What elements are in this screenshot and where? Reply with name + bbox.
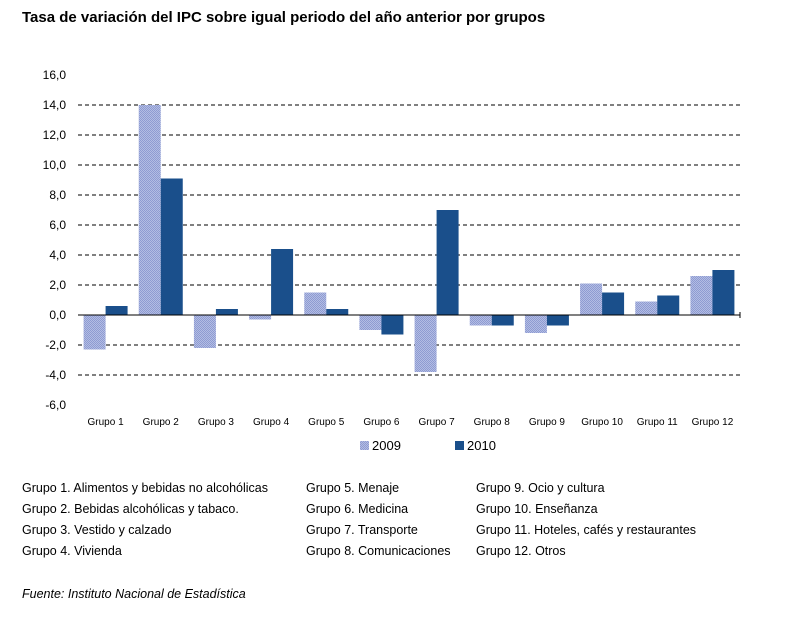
y-tick-label: 10,0 <box>43 158 67 172</box>
bar-2010-6 <box>381 315 404 335</box>
y-tick-label: 6,0 <box>49 218 66 232</box>
x-tick-label: Grupo 8 <box>474 417 511 428</box>
bar-2009-9 <box>524 315 547 333</box>
legend: 2009 2010 <box>360 438 496 453</box>
bar-2009-11 <box>635 301 658 315</box>
notes-column-1: Grupo 1. Alimentos y bebidas no alcohóli… <box>22 478 268 562</box>
y-tick-label: -4,0 <box>45 368 66 382</box>
bar-2009-3 <box>193 315 216 348</box>
bars <box>83 105 735 372</box>
y-tick-label: 2,0 <box>49 278 66 292</box>
bar-2010-5 <box>326 309 349 315</box>
x-tick-label: Grupo 11 <box>637 417 678 428</box>
notes-column-3: Grupo 9. Ocio y cultura Grupo 10. Enseña… <box>476 478 696 562</box>
y-tick-label: 12,0 <box>43 128 67 142</box>
y-tick-label: -6,0 <box>45 398 66 412</box>
gridlines <box>78 104 740 376</box>
legend-swatch-2010 <box>455 441 464 450</box>
bar-2009-1 <box>83 315 106 350</box>
bar-2010-2 <box>160 178 183 315</box>
category-labels: Grupo 1 Grupo 2 Grupo 3 Grupo 4 Grupo 5 Grupo… <box>88 417 734 428</box>
note-item: Grupo 1. Alimentos y bebidas no alcohóli… <box>22 481 268 495</box>
x-tick-label: Grupo 9 <box>529 417 566 428</box>
x-tick-label: Grupo 4 <box>253 417 290 428</box>
x-tick-label: Grupo 7 <box>419 417 456 428</box>
bar-chart: 16,0 14,0 12,0 10,0 8,0 6,0 4,0 2,0 0,0 -2,0 -4,0 -… <box>43 68 741 453</box>
x-tick-label: Grupo 5 <box>308 417 345 428</box>
note-item: Grupo 2. Bebidas alcohólicas y tabaco. <box>22 502 239 516</box>
note-item: Grupo 10. Enseñanza <box>476 502 598 516</box>
group-notes: Grupo 1. Alimentos y bebidas no alcohóli… <box>0 478 793 568</box>
bar-2009-4 <box>249 315 272 320</box>
legend-swatch-2009 <box>360 441 369 450</box>
y-tick-label: 0,0 <box>49 308 66 322</box>
bar-2010-7 <box>436 210 459 315</box>
bar-2010-9 <box>546 315 569 326</box>
note-item: Grupo 11. Hoteles, cafés y restaurantes <box>476 523 697 537</box>
note-item: Grupo 12. Otros <box>476 544 566 558</box>
bar-2009-6 <box>359 315 382 330</box>
bar-2010-10 <box>602 292 625 315</box>
bar-2009-7 <box>414 315 437 372</box>
x-tick-label: Grupo 2 <box>143 417 180 428</box>
bar-2010-4 <box>271 249 294 315</box>
y-tick-label: 14,0 <box>43 98 67 112</box>
bar-2010-1 <box>105 306 128 315</box>
bar-2009-2 <box>138 105 161 315</box>
note-item: Grupo 6. Medicina <box>306 502 409 516</box>
bar-2009-5 <box>304 292 327 315</box>
bar-2009-12 <box>690 276 713 315</box>
bar-2010-3 <box>215 309 238 315</box>
axes <box>78 312 741 318</box>
bar-2010-12 <box>712 270 735 315</box>
x-tick-label: Grupo 10 <box>581 417 623 428</box>
y-tick-label: -2,0 <box>45 338 66 352</box>
y-tick-labels: 16,0 14,0 12,0 10,0 8,0 6,0 4,0 2,0 0,0 -2,0 -4,0 -… <box>43 68 67 412</box>
y-tick-label: 16,0 <box>43 68 67 82</box>
note-item: Grupo 3. Vestido y calzado <box>22 523 172 537</box>
y-tick-label: 8,0 <box>49 188 66 202</box>
note-item: Grupo 5. Menaje <box>306 481 400 495</box>
bar-2010-8 <box>491 315 514 326</box>
bar-2009-8 <box>469 315 492 326</box>
legend-label-2009: 2009 <box>372 438 401 453</box>
notes-column-2: Grupo 5. Menaje Grupo 6. Medicina Grupo … <box>306 478 451 562</box>
note-item: Grupo 9. Ocio y cultura <box>476 481 605 495</box>
note-item: Grupo 7. Transporte <box>306 523 418 537</box>
x-tick-label: Grupo 3 <box>198 417 235 428</box>
source-note: Fuente: Instituto Nacional de Estadístic… <box>22 587 246 601</box>
note-item: Grupo 8. Comunicaciones <box>306 544 451 558</box>
x-tick-label: Grupo 6 <box>363 417 400 428</box>
note-item: Grupo 4. Vivienda <box>22 544 122 558</box>
bar-2010-11 <box>657 295 680 315</box>
legend-label-2010: 2010 <box>467 438 496 453</box>
y-tick-label: 4,0 <box>49 248 66 262</box>
bar-2009-10 <box>580 283 603 315</box>
x-tick-label: Grupo 12 <box>692 417 734 428</box>
chart-title: Tasa de variación del IPC sobre igual pe… <box>22 9 546 26</box>
x-tick-label: Grupo 1 <box>88 417 125 428</box>
